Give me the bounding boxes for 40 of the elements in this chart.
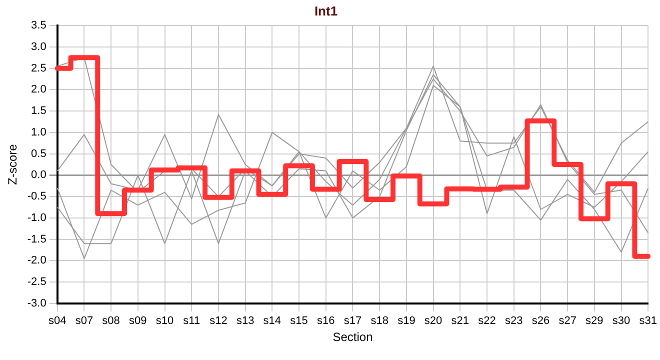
x-tick-label: s29	[586, 315, 604, 328]
y-tick-label: 3.0	[31, 41, 46, 53]
x-axis-title: Section	[332, 330, 373, 344]
y-tick-label: 0.0	[31, 169, 46, 182]
x-tick-label: s22	[478, 315, 496, 328]
x-tick-label: s19	[398, 315, 416, 328]
y-tick-label: 2.5	[31, 62, 46, 74]
x-tick-label: s27	[558, 315, 576, 328]
x-tick-label: s12	[210, 315, 228, 328]
x-tick-label: s20	[424, 315, 442, 328]
x-tick-label: s16	[317, 315, 335, 328]
x-tick-label: s17	[344, 315, 362, 328]
x-tick-label: s21	[451, 315, 470, 328]
x-tick-label: s30	[612, 315, 630, 328]
y-tick-label: 0.5	[31, 148, 46, 160]
x-tick-label: s14	[263, 315, 282, 328]
x-tick-label: s26	[532, 315, 550, 328]
x-tick-label: s23	[504, 315, 523, 328]
y-tick-label: 1.0	[31, 126, 46, 138]
x-tick-label: s31	[639, 315, 658, 328]
y-tick-label: -1.0	[27, 212, 46, 224]
x-tick-label: s08	[102, 315, 120, 328]
x-tick-label: s10	[156, 315, 174, 328]
x-tick-label: s18	[370, 315, 388, 328]
y-axis-title: Z-score	[6, 144, 20, 185]
x-tick-label: s15	[290, 315, 308, 328]
y-tick-label: 1.5	[31, 105, 46, 118]
x-tick-label: s11	[183, 315, 200, 328]
x-tick-label: s09	[129, 315, 147, 328]
y-tick-label: -0.5	[27, 190, 46, 203]
y-tick-label: 3.5	[31, 20, 46, 32]
chart-title: Int1	[314, 3, 338, 18]
x-tick-label: s04	[48, 315, 66, 328]
y-tick-label: -2.5	[27, 276, 46, 288]
y-tick-label: -3.0	[27, 297, 46, 310]
y-tick-label: -1.5	[27, 233, 46, 246]
y-tick-label: -2.0	[27, 254, 46, 267]
x-tick-label: s13	[236, 315, 254, 328]
x-tick-label: s07	[75, 315, 94, 328]
y-tick-label: 2.0	[31, 84, 46, 96]
